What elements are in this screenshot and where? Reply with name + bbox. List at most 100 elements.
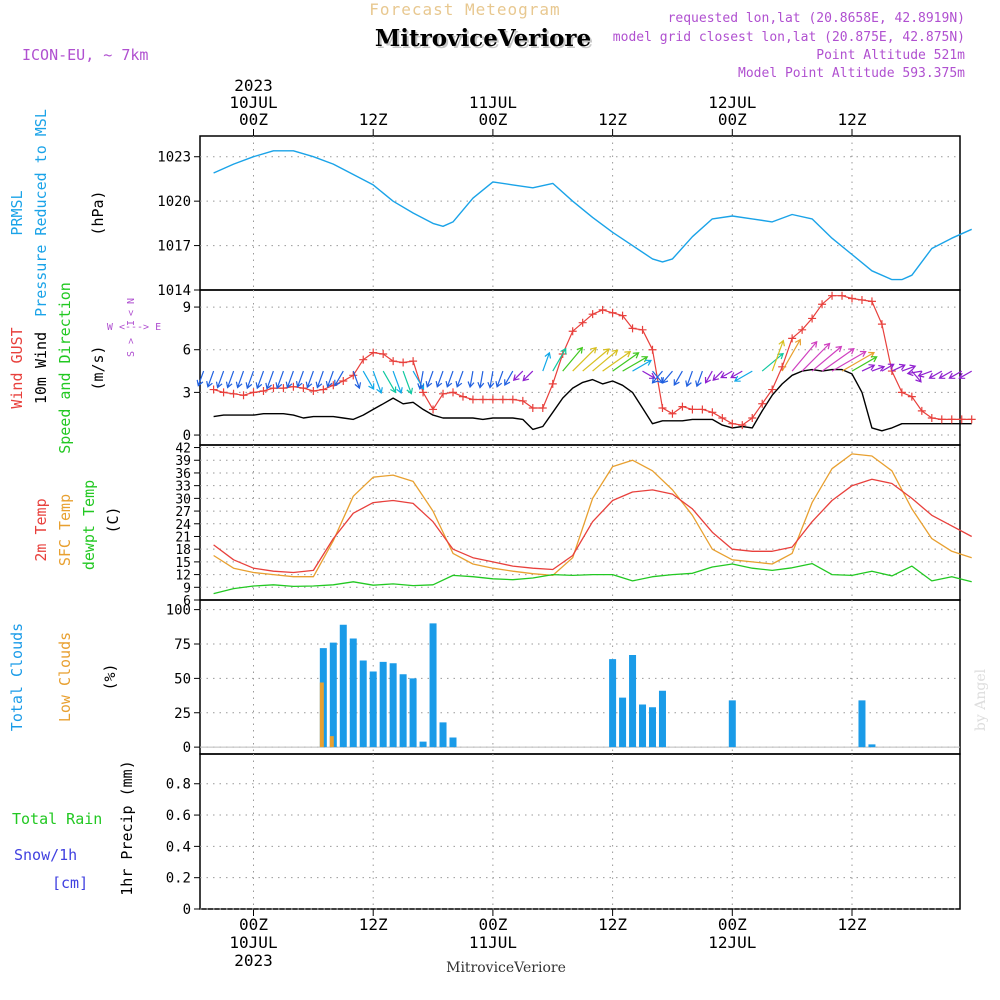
model-altitude: Model Point Altitude 593.375m (738, 66, 965, 81)
wind-arrow (245, 370, 255, 390)
total-cloud-bar (858, 700, 866, 748)
total-cloud-bar (619, 697, 627, 748)
gust-marker (468, 395, 477, 404)
wind-arrow (821, 348, 855, 372)
temp-2m-label: 2m Temp (32, 498, 50, 561)
y-tick-label: 25 (174, 706, 191, 722)
wind-arrow (733, 370, 753, 382)
bottom-tick-label: 12Z (598, 915, 627, 934)
panels: 1014101710201023036969121518212427303336… (157, 135, 961, 918)
rain-legend: Total Rain (12, 810, 102, 828)
total-cloud-bar (629, 655, 637, 748)
gust-marker (967, 415, 976, 424)
low-clouds-label: Low Clouds (56, 632, 74, 722)
wind-arrow (352, 370, 362, 390)
panel-frame (199, 753, 961, 910)
wind-arrow (881, 363, 895, 372)
bottom-tick-label: 12Z (359, 915, 388, 934)
total-cloud-bar (639, 704, 647, 748)
gust-marker (877, 320, 886, 329)
gust-marker (229, 389, 238, 398)
gust-marker (439, 389, 448, 398)
plots (196, 150, 976, 748)
gust-marker (957, 415, 966, 424)
gust-marker (698, 405, 707, 414)
gust-marker (808, 314, 817, 323)
wind-arrow (938, 370, 953, 379)
total-cloud-bar (868, 744, 876, 748)
gust-marker (768, 385, 777, 394)
y-tick-label: 75 (174, 637, 191, 653)
top-tick-label: 12Z (359, 110, 388, 129)
gust-marker (897, 388, 906, 397)
wind-arrow (642, 370, 656, 379)
compass-arrow: > (126, 338, 137, 344)
wind-arrow (522, 370, 534, 382)
total-cloud-bar (728, 700, 736, 748)
wind-arrow (512, 370, 524, 382)
wind-arrow (704, 370, 713, 384)
gust-marker (299, 384, 308, 393)
wind-arrow (730, 370, 743, 379)
gust-marker (419, 388, 428, 397)
gust-marker (947, 415, 956, 424)
wind-arrow (917, 370, 933, 378)
wind-arrow (372, 370, 383, 394)
wind-arrow (791, 340, 818, 372)
bottom-tick-label: 00Z (718, 915, 747, 934)
dewpt-line (213, 562, 972, 595)
wind-arrow (632, 359, 653, 372)
gust-marker (548, 379, 557, 388)
gust-marker (488, 395, 497, 404)
gust-marker (379, 349, 388, 358)
y-tick-label: 36 (175, 467, 191, 482)
wind-arrow (445, 370, 454, 388)
y-tick-label: 42 (175, 442, 191, 457)
panel-frame (199, 135, 961, 291)
wind-arrow (215, 370, 225, 389)
bottom-tick-label: 00Z (478, 915, 507, 934)
total-cloud-bar (369, 671, 377, 748)
top-tick-label: 2023 (234, 76, 273, 95)
total-clouds-label: Total Clouds (8, 623, 26, 731)
top-tick-label: 11JUL (469, 93, 517, 112)
gust-marker (209, 385, 218, 394)
gust-marker (528, 404, 537, 413)
point-altitude: Point Altitude 521m (816, 48, 965, 63)
gust-marker (259, 386, 268, 395)
top-tick-label: 00Z (239, 110, 268, 129)
total-cloud-bar (349, 638, 357, 748)
total-cloud-bar (339, 624, 347, 748)
model-label: ICON-EU, ~ 7km (22, 46, 148, 64)
y-tick-label: 1020 (157, 194, 191, 210)
wind-arrow (487, 370, 495, 389)
gust-marker (219, 388, 228, 397)
station-title-shadow: MitroviceVeriore (377, 27, 593, 54)
total-cloud-bar (419, 741, 427, 748)
gust-marker (648, 345, 657, 354)
wind-arrow (851, 356, 878, 372)
gust-marker (828, 291, 837, 300)
y-tick-label: 30 (175, 492, 191, 507)
footer-station: MitroviceVeriore (446, 960, 566, 976)
wind-arrow (206, 370, 215, 388)
gust-marker (518, 396, 527, 405)
bottom-tick-label: 2023 (234, 951, 273, 970)
wind-arrow (928, 370, 943, 379)
total-cloud-bar (329, 642, 337, 748)
wind-arrow (958, 370, 972, 379)
gust-marker (638, 325, 647, 334)
gust-marker (658, 404, 667, 413)
wind-arrow (948, 370, 962, 379)
y-tick-label: 1014 (157, 283, 191, 299)
wind-arrow (315, 370, 324, 389)
total-cloud-bar (359, 660, 367, 748)
y-tick-label: 33 (175, 480, 191, 495)
y-tick-label: 3 (183, 385, 191, 401)
gust-marker (568, 327, 577, 336)
gust-marker (678, 402, 687, 411)
wind-arrow (467, 370, 475, 389)
wind-arrow (771, 339, 785, 372)
gust-marker (798, 325, 807, 334)
